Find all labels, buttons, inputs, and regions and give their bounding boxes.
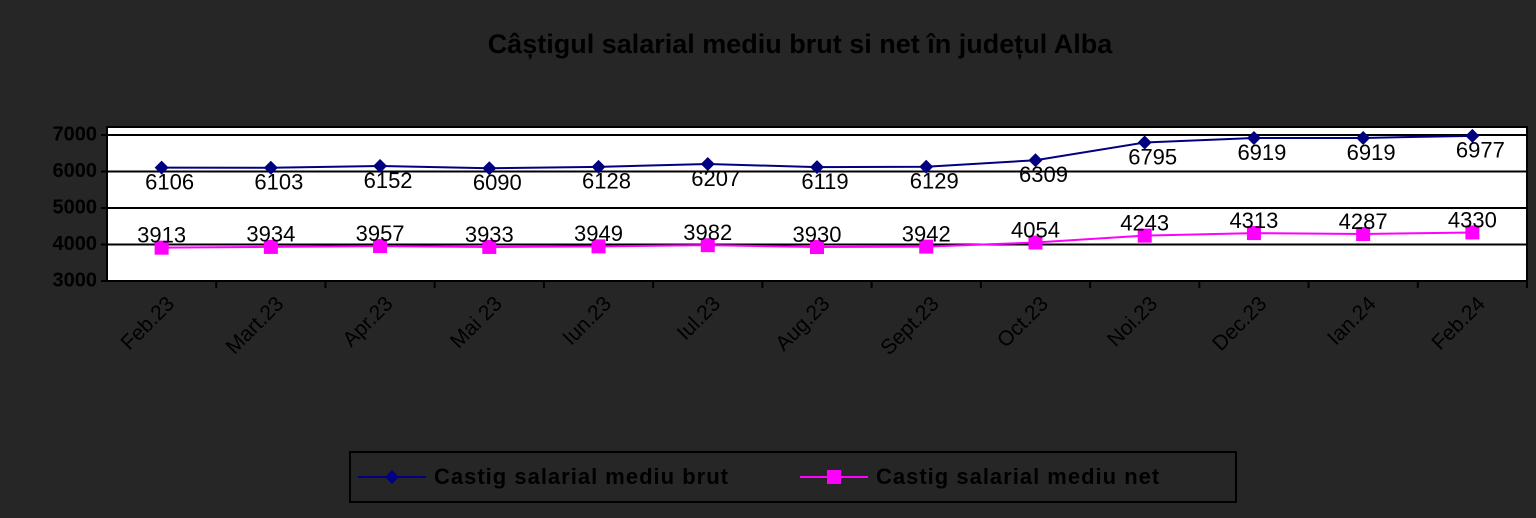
data-label: 6977 [1456, 138, 1505, 163]
data-label: 3933 [465, 222, 514, 247]
point [1028, 153, 1043, 168]
data-label: 6795 [1128, 144, 1177, 169]
point [919, 239, 934, 254]
data-label: 4287 [1339, 209, 1388, 234]
data-label: 6119 [801, 169, 848, 194]
y-tick-label: 4000 [53, 233, 98, 255]
y-tick-label: 3000 [53, 269, 98, 291]
point [482, 161, 497, 176]
point [154, 240, 169, 255]
point [1246, 226, 1261, 241]
point [1137, 228, 1152, 243]
plot-area [106, 126, 1528, 282]
point [373, 158, 388, 173]
legend-marker [827, 470, 841, 484]
point [810, 240, 824, 255]
data-label: 6128 [582, 169, 631, 194]
point [1028, 235, 1043, 250]
point [373, 239, 388, 254]
data-label: 6152 [364, 168, 413, 193]
point [591, 159, 606, 174]
point [263, 160, 278, 175]
data-label: 3957 [356, 221, 405, 246]
data-label: 3934 [246, 222, 295, 247]
point [1356, 130, 1371, 145]
point [1137, 135, 1152, 150]
data-label: 3930 [793, 222, 842, 247]
legend-label: Castig salarial mediu net [876, 464, 1160, 489]
data-label: 6129 [910, 169, 959, 194]
point [1356, 227, 1371, 242]
data-label: 6106 [145, 169, 194, 194]
legend-marker [385, 470, 399, 484]
point [1465, 128, 1480, 143]
chart-title: Câștigul salarial mediu brut si net în j… [488, 29, 1114, 59]
legend-box [349, 451, 1237, 503]
point [919, 159, 934, 174]
data-label: 6919 [1347, 140, 1396, 165]
data-label: 6103 [254, 170, 303, 195]
data-label: 4330 [1448, 207, 1497, 232]
data-label: 4243 [1120, 210, 1169, 235]
data-label: 3982 [683, 220, 732, 245]
y-tick-label: 6000 [53, 160, 98, 182]
y-tick-label: 7000 [53, 123, 98, 145]
data-label: 6919 [1237, 140, 1286, 165]
data-label: 4054 [1011, 217, 1060, 242]
data-label: 6207 [691, 166, 740, 191]
point [810, 160, 824, 175]
data-label: 3949 [574, 221, 623, 246]
point [482, 239, 497, 254]
point [1246, 130, 1261, 145]
legend-label: Castig salarial mediu brut [434, 464, 729, 489]
data-label: 4313 [1229, 208, 1278, 233]
data-label: 3913 [137, 222, 186, 247]
point [700, 238, 715, 253]
point [1465, 225, 1480, 240]
data-label: 3942 [902, 221, 951, 246]
point [263, 239, 278, 254]
data-label: 6090 [473, 170, 522, 195]
point [700, 156, 715, 171]
y-tick-label: 5000 [53, 196, 98, 218]
data-label: 6309 [1019, 162, 1068, 187]
point [154, 160, 169, 175]
point [591, 239, 606, 254]
